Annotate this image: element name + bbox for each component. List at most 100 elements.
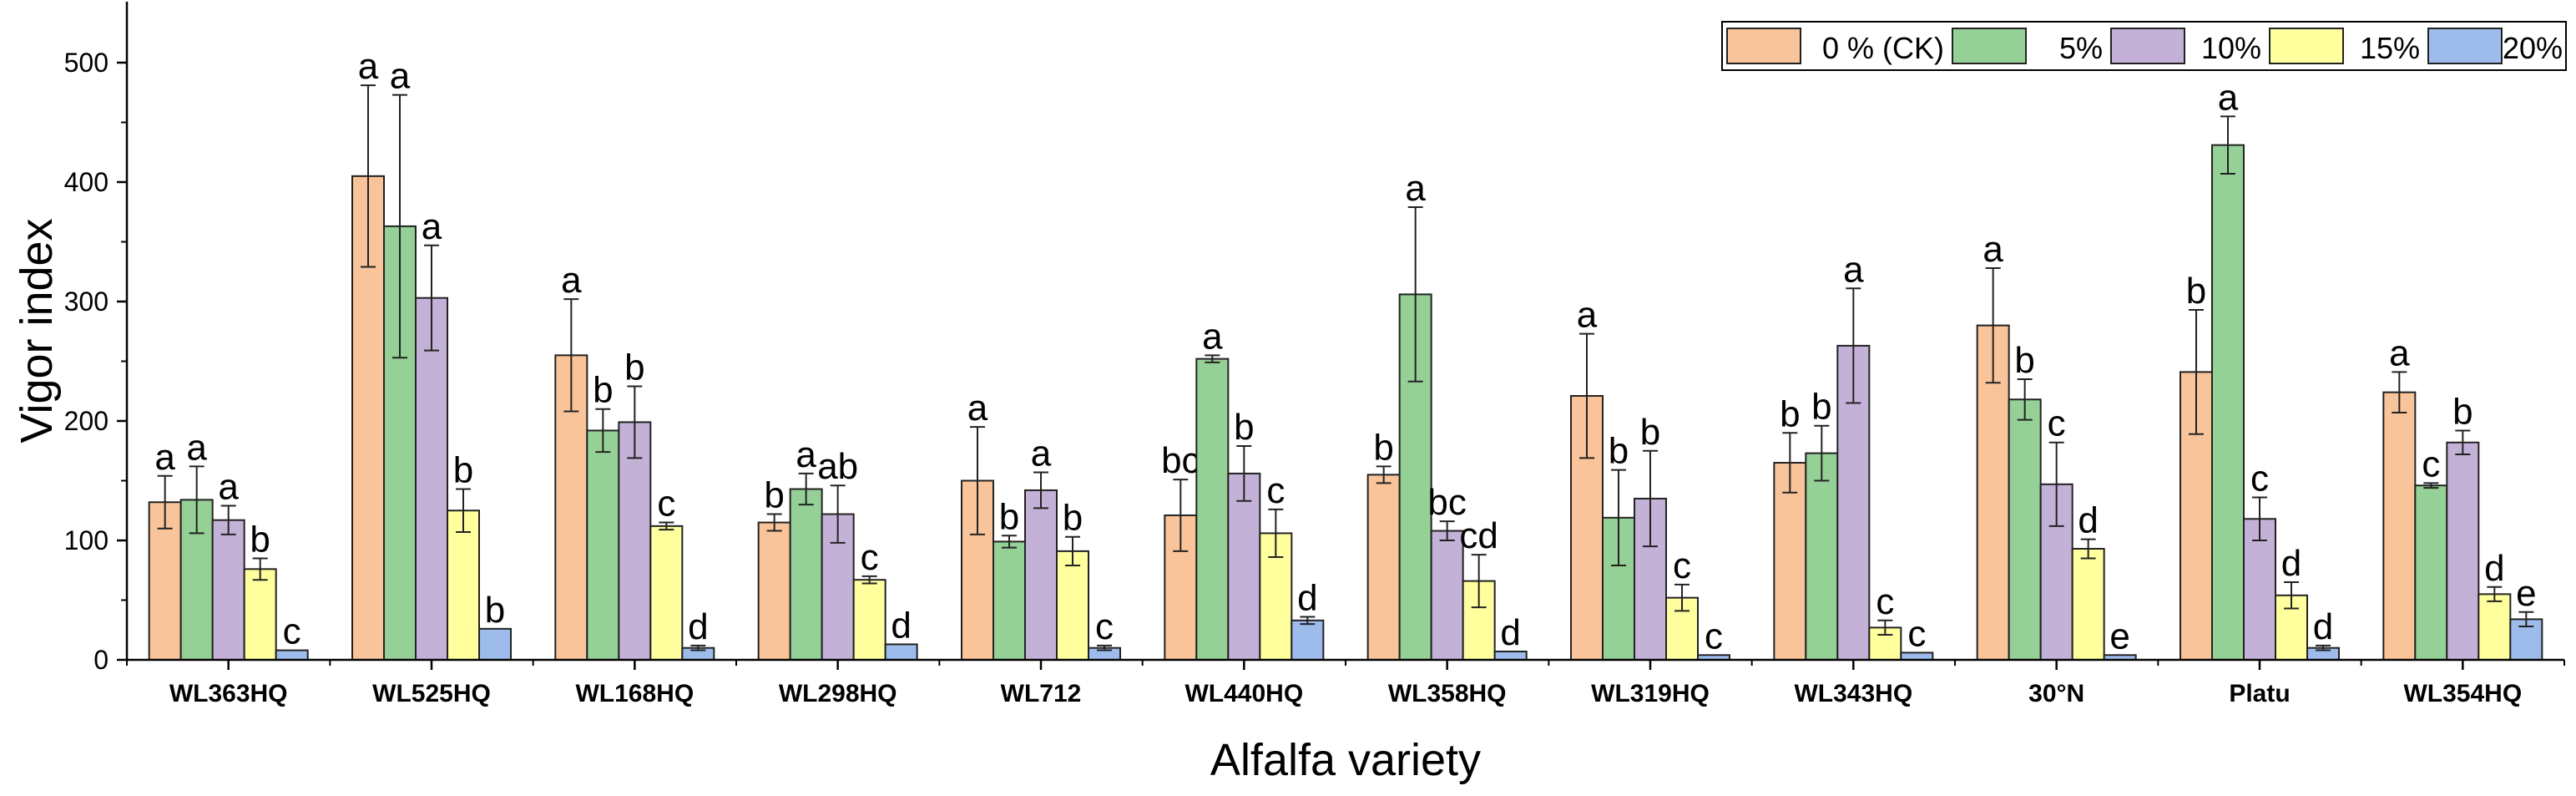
- significance-letter: a: [796, 434, 816, 475]
- bar: [1462, 580, 1496, 661]
- bar: [1227, 472, 1261, 661]
- significance-letter: a: [1983, 229, 2003, 270]
- significance-letter: bc: [1427, 482, 1466, 523]
- significance-letter: b: [485, 590, 505, 631]
- significance-letter: b: [1780, 393, 1800, 434]
- significance-letter: d: [2281, 543, 2301, 584]
- x-tick-label: WL363HQ: [169, 680, 288, 707]
- significance-letter: a: [2218, 77, 2239, 118]
- significance-letter: d: [891, 605, 911, 646]
- significance-letter: b: [1373, 427, 1393, 468]
- bar: [1805, 452, 1839, 661]
- significance-letter: b: [1811, 387, 1831, 428]
- x-tick-label: WL358HQ: [1388, 680, 1507, 707]
- x-tick-label: WL319HQ: [1591, 680, 1710, 707]
- significance-letter: c: [1876, 581, 1894, 622]
- bar: [1195, 357, 1230, 661]
- x-tick-label: WL168HQ: [575, 680, 694, 707]
- y-tick-label: 0: [93, 645, 109, 675]
- significance-letter: b: [453, 450, 473, 491]
- x-tick-label: WL354HQ: [2403, 680, 2522, 707]
- significance-letter: a: [390, 56, 411, 97]
- significance-letter: b: [250, 519, 270, 560]
- significance-letter: b: [624, 347, 644, 388]
- legend-swatch: [1726, 28, 1801, 64]
- bar: [1366, 474, 1401, 661]
- significance-letter: b: [1063, 498, 1083, 539]
- significance-letter: ab: [817, 446, 858, 487]
- bar: [1291, 619, 1325, 661]
- significance-letter: a: [1577, 295, 1598, 336]
- bar: [2243, 518, 2276, 662]
- significance-letter: a: [1202, 316, 1223, 357]
- significance-letter: b: [2014, 340, 2034, 381]
- significance-letter: d: [2078, 500, 2098, 541]
- significance-letter: c: [1095, 606, 1114, 647]
- bar: [852, 579, 886, 661]
- legend-label: 5%: [2059, 31, 2103, 65]
- significance-letter: a: [154, 437, 175, 478]
- bar: [789, 488, 823, 662]
- bar: [1056, 550, 1089, 661]
- significance-letter: c: [1705, 616, 1723, 657]
- y-tick-label: 100: [64, 525, 109, 555]
- significance-letter: c: [1673, 545, 1691, 586]
- y-tick-label: 300: [64, 286, 109, 317]
- significance-letter: a: [218, 467, 239, 508]
- significance-letter: a: [358, 46, 379, 87]
- legend-swatch: [2427, 28, 2503, 64]
- x-tick-label: WL440HQ: [1184, 680, 1303, 707]
- legend-swatch: [2110, 28, 2185, 64]
- bar: [2446, 441, 2480, 661]
- x-tick-label: WL525HQ: [372, 680, 491, 707]
- bar: [415, 297, 448, 661]
- bar: [2211, 144, 2245, 662]
- significance-letter: c: [2250, 459, 2269, 499]
- x-tick-label: Platu: [2229, 680, 2290, 707]
- bar: [1430, 530, 1464, 661]
- significance-letter: c: [2422, 444, 2440, 484]
- significance-letter: b: [764, 475, 784, 516]
- bar: [757, 521, 791, 661]
- significance-letter: e: [2109, 616, 2129, 657]
- x-tick-label: 30°N: [2028, 680, 2084, 707]
- x-tick-label: WL712: [1001, 680, 1082, 707]
- bar: [1024, 489, 1058, 661]
- significance-letter: d: [2484, 548, 2504, 589]
- significance-letter: d: [1297, 578, 1317, 619]
- bar: [211, 519, 245, 661]
- bar: [2008, 398, 2042, 661]
- legend-swatch: [2269, 28, 2344, 64]
- legend-label: 0 % (CK): [1822, 31, 1944, 65]
- significance-letter: d: [2313, 606, 2333, 647]
- significance-letter: a: [1405, 168, 1426, 209]
- x-tick-label: WL343HQ: [1794, 680, 1912, 707]
- significance-letter: a: [422, 206, 442, 247]
- bar: [2071, 548, 2105, 662]
- bar: [2382, 391, 2417, 661]
- significance-letter: c: [2048, 403, 2066, 444]
- significance-letter: d: [688, 606, 708, 647]
- significance-letter: a: [2389, 332, 2410, 373]
- significance-letter: b: [2186, 271, 2206, 312]
- x-axis-title: Alfalfa variety: [1210, 735, 1481, 785]
- significance-letter: b: [2452, 391, 2472, 432]
- significance-letter: b: [593, 370, 613, 411]
- legend-swatch: [1952, 28, 2027, 64]
- significance-letter: c: [861, 537, 879, 578]
- significance-letter: b: [999, 496, 1019, 537]
- y-tick-label: 400: [64, 167, 109, 197]
- significance-letter: a: [186, 427, 207, 468]
- bar: [993, 540, 1026, 661]
- bar: [884, 643, 918, 661]
- bar: [243, 568, 277, 662]
- significance-letter: b: [1234, 407, 1254, 448]
- significance-letter: c: [283, 611, 301, 652]
- significance-letter: c: [1266, 470, 1285, 511]
- significance-letter: c: [1907, 613, 1926, 654]
- y-axis-title: Vigor index: [12, 218, 62, 443]
- legend-label: 15%: [2360, 31, 2420, 65]
- significance-letter: c: [657, 484, 675, 525]
- bar: [478, 627, 512, 662]
